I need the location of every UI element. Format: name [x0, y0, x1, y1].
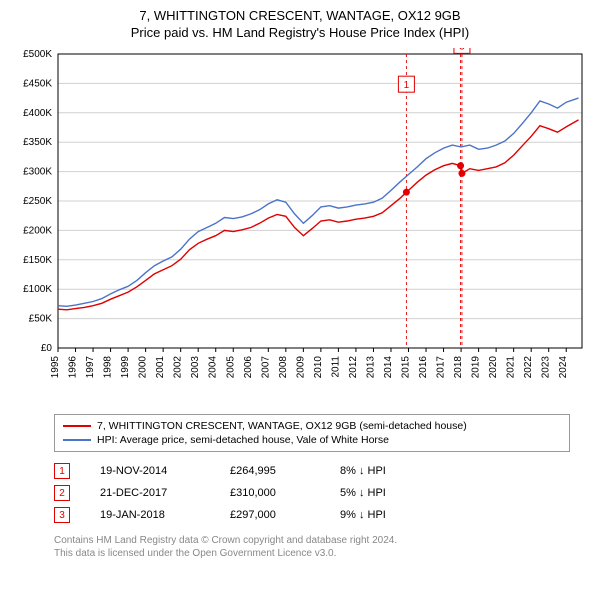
y-tick-label: £250K	[23, 196, 52, 207]
marker-table-hpi: 9% ↓ HPI	[340, 509, 386, 521]
y-tick-label: £350K	[23, 137, 52, 148]
x-tick-label: 2002	[173, 356, 184, 379]
marker-table-hpi: 5% ↓ HPI	[340, 487, 386, 499]
x-tick-label: 2017	[436, 356, 447, 379]
y-tick-label: £100K	[23, 284, 52, 295]
x-tick-label: 2004	[208, 356, 219, 379]
x-tick-label: 2019	[471, 356, 482, 379]
x-tick-label: 2011	[330, 356, 341, 378]
x-tick-label: 2024	[558, 356, 569, 379]
legend-row: HPI: Average price, semi-detached house,…	[63, 433, 561, 447]
marker-table-price: £297,000	[230, 509, 310, 521]
x-tick-label: 2013	[365, 356, 376, 379]
x-tick-label: 2003	[190, 356, 201, 379]
marker-table: 1 19-NOV-2014 £264,995 8% ↓ HPI 2 21-DEC-2017…	[54, 460, 570, 526]
x-tick-label: 2012	[348, 356, 359, 379]
legend-row: 7, WHITTINGTON CRESCENT, WANTAGE, OX12 9…	[63, 419, 561, 433]
marker-dot	[457, 162, 464, 169]
y-tick-label: £200K	[23, 225, 52, 236]
x-tick-label: 2000	[138, 356, 149, 379]
y-tick-label: £0	[41, 343, 53, 354]
marker-table-row: 1 19-NOV-2014 £264,995 8% ↓ HPI	[54, 460, 570, 482]
y-tick-label: £400K	[23, 108, 52, 119]
title-line1: 7, WHITTINGTON CRESCENT, WANTAGE, OX12 9…	[0, 8, 600, 23]
marker-table-hpi: 8% ↓ HPI	[340, 465, 386, 477]
y-tick-label: £450K	[23, 78, 52, 89]
chart-svg: £0 £50K £100K £150K £200K £250K £300K £350K £400…	[10, 48, 590, 408]
y-tick-label: £50K	[29, 314, 53, 325]
legend-label: 7, WHITTINGTON CRESCENT, WANTAGE, OX12 9…	[97, 420, 467, 432]
x-tick-label: 1999	[120, 356, 131, 379]
marker-table-row: 3 19-JAN-2018 £297,000 9% ↓ HPI	[54, 504, 570, 526]
x-tick-label: 2015	[401, 356, 412, 379]
marker-table-row: 2 21-DEC-2017 £310,000 5% ↓ HPI	[54, 482, 570, 504]
x-tick-label: 2008	[278, 356, 289, 379]
marker-table-date: 19-NOV-2014	[100, 465, 200, 477]
marker-dot	[403, 189, 410, 196]
x-tick-label: 2023	[541, 356, 552, 379]
x-tick-label: 2009	[295, 356, 306, 379]
x-tick-label: 1997	[85, 356, 96, 379]
marker-table-date: 19-JAN-2018	[100, 509, 200, 521]
x-tick-label: 2005	[225, 356, 236, 379]
x-tick-label: 2016	[418, 356, 429, 379]
x-tick-label: 2022	[523, 356, 534, 379]
marker-table-num: 2	[54, 485, 70, 501]
legend-swatch	[63, 439, 91, 441]
chart-container: 7, WHITTINGTON CRESCENT, WANTAGE, OX12 9…	[0, 0, 600, 590]
marker-dot	[458, 170, 465, 177]
marker-table-price: £264,995	[230, 465, 310, 477]
attribution-line1: Contains HM Land Registry data © Crown c…	[54, 534, 570, 547]
x-tick-label: 2001	[155, 356, 166, 379]
x-tick-label: 2010	[313, 356, 324, 379]
y-tick-label: £500K	[23, 49, 52, 60]
x-tick-label: 1998	[103, 356, 114, 379]
y-tick-label: £150K	[23, 255, 52, 266]
x-tick-label: 2014	[383, 356, 394, 379]
x-tick-label: 2021	[506, 356, 517, 379]
legend-label: HPI: Average price, semi-detached house,…	[97, 434, 389, 446]
x-tick-label: 2007	[260, 356, 271, 379]
marker-table-num: 3	[54, 507, 70, 523]
attribution-line2: This data is licensed under the Open Gov…	[54, 547, 570, 560]
x-tick-label: 2020	[488, 356, 499, 379]
attribution: Contains HM Land Registry data © Crown c…	[54, 534, 570, 560]
title-block: 7, WHITTINGTON CRESCENT, WANTAGE, OX12 9…	[0, 0, 600, 44]
legend-swatch	[63, 425, 91, 427]
chart-area: £0 £50K £100K £150K £200K £250K £300K £350K £400…	[10, 48, 590, 408]
marker-table-price: £310,000	[230, 487, 310, 499]
marker-table-date: 21-DEC-2017	[100, 487, 200, 499]
x-tick-label: 1996	[68, 356, 79, 379]
marker-table-num: 1	[54, 463, 70, 479]
marker-label-num: 3	[459, 48, 465, 52]
marker-label-num: 1	[404, 80, 410, 91]
legend-box: 7, WHITTINGTON CRESCENT, WANTAGE, OX12 9…	[54, 414, 570, 452]
x-tick-label: 2006	[243, 356, 254, 379]
title-line2: Price paid vs. HM Land Registry's House …	[0, 25, 600, 40]
y-tick-label: £300K	[23, 167, 52, 178]
series-hpi	[58, 98, 579, 306]
x-tick-label: 2018	[453, 356, 464, 379]
x-tick-label: 1995	[50, 356, 61, 379]
